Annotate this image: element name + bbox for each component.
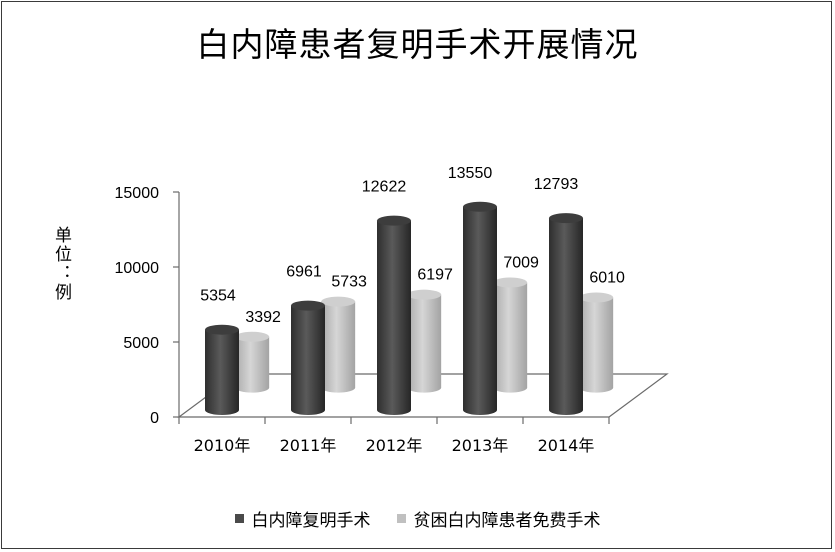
bar-series-1 (291, 300, 325, 415)
bar-series-2 (321, 296, 356, 393)
data-label-series-1: 13550 (448, 165, 493, 182)
data-label-series-2: 3392 (245, 309, 281, 326)
data-label-series-2: 7009 (503, 255, 539, 272)
y-tick-label: 5000 (123, 335, 159, 352)
x-tick-label: 2011年 (280, 436, 337, 455)
bar-series-2 (407, 289, 442, 393)
data-label-series-1: 12793 (534, 176, 579, 193)
data-label-series-2: 5733 (331, 274, 367, 291)
legend: 白内障复明手术 贫困白内障患者免费手术 (0, 506, 835, 531)
bar-series-2 (235, 331, 270, 393)
x-tick-label: 2014年 (538, 436, 595, 455)
legend-swatch-series-1 (234, 514, 244, 523)
y-tick-label: 0 (150, 410, 159, 427)
y-tick-label: 15000 (115, 185, 160, 202)
x-tick-label: 2013年 (452, 436, 509, 455)
data-label-series-1: 6961 (286, 264, 322, 281)
bar-series-1 (463, 201, 497, 415)
data-label-series-1: 12622 (362, 179, 407, 196)
bar-series-1 (549, 213, 583, 415)
bar-series-1 (377, 215, 411, 415)
bar-series-2 (579, 292, 614, 393)
data-label-series-2: 6010 (589, 269, 625, 286)
legend-label-series-1: 白内障复明手术 (251, 511, 371, 531)
data-label-series-1: 5354 (200, 288, 236, 305)
legend-item-series-2: 贫困白内障患者免费手术 (396, 506, 601, 531)
bar-series-2 (493, 277, 528, 393)
y-axis-label: 单位：例 (51, 226, 71, 302)
x-tick-label: 2010年 (194, 436, 251, 455)
chart-title: 白内障患者复明手术开展情况 (196, 25, 639, 64)
bar-series-1 (205, 324, 239, 415)
legend-item-series-1: 白内障复明手术 (234, 506, 371, 531)
legend-label-series-2: 贫困白内障患者免费手术 (413, 511, 601, 531)
legend-swatch-series-2 (396, 514, 406, 523)
x-tick-label: 2012年 (366, 436, 423, 455)
data-label-series-2: 6197 (417, 267, 453, 284)
y-tick-label: 10000 (115, 260, 160, 277)
